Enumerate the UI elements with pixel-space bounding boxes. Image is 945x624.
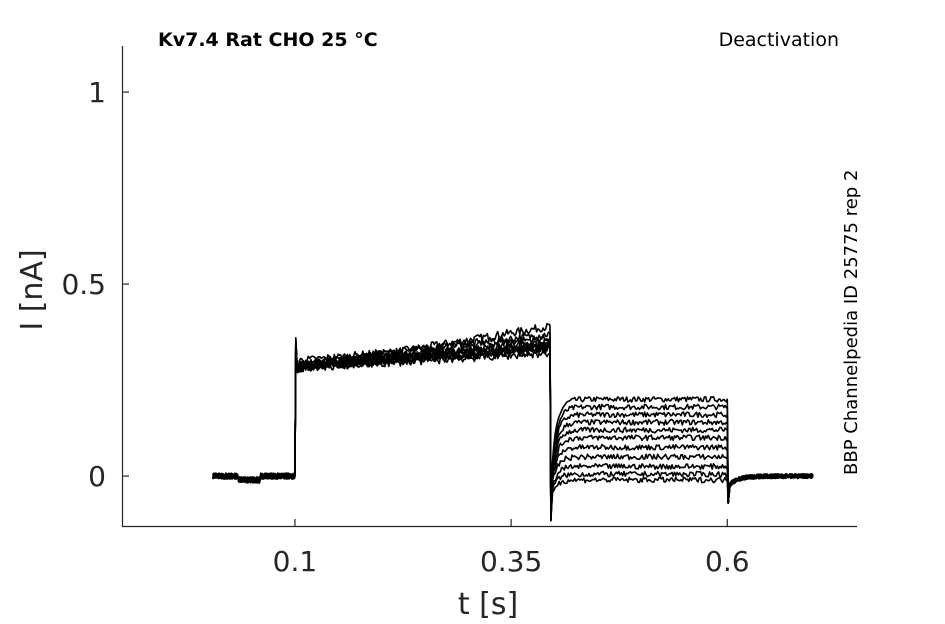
y-tick-label: 1 — [88, 76, 106, 109]
current-traces — [212, 322, 814, 522]
current-trace — [212, 344, 814, 522]
chart-title-left: Kv7.4 Rat CHO 25 °C — [158, 29, 378, 51]
x-tick-label: 0.1 — [273, 545, 318, 578]
side-label: BBP Channelpedia ID 25775 rep 2 — [841, 170, 862, 475]
chart-title-right: Deactivation — [719, 29, 839, 51]
current-trace — [212, 340, 814, 519]
y-ticks: 00.51 — [61, 76, 129, 493]
current-trace — [212, 331, 814, 519]
x-ticks: 0.1 0.35 0.6 — [273, 519, 750, 578]
x-tick-label: 0.6 — [705, 545, 750, 578]
x-axis-label: t [s] — [458, 587, 518, 622]
y-tick-label: 0.5 — [61, 268, 106, 301]
y-tick-label: 0 — [88, 460, 106, 493]
current-trace — [212, 349, 814, 516]
y-axis-label: I [nA] — [15, 249, 50, 330]
x-tick-label: 0.35 — [480, 545, 542, 578]
